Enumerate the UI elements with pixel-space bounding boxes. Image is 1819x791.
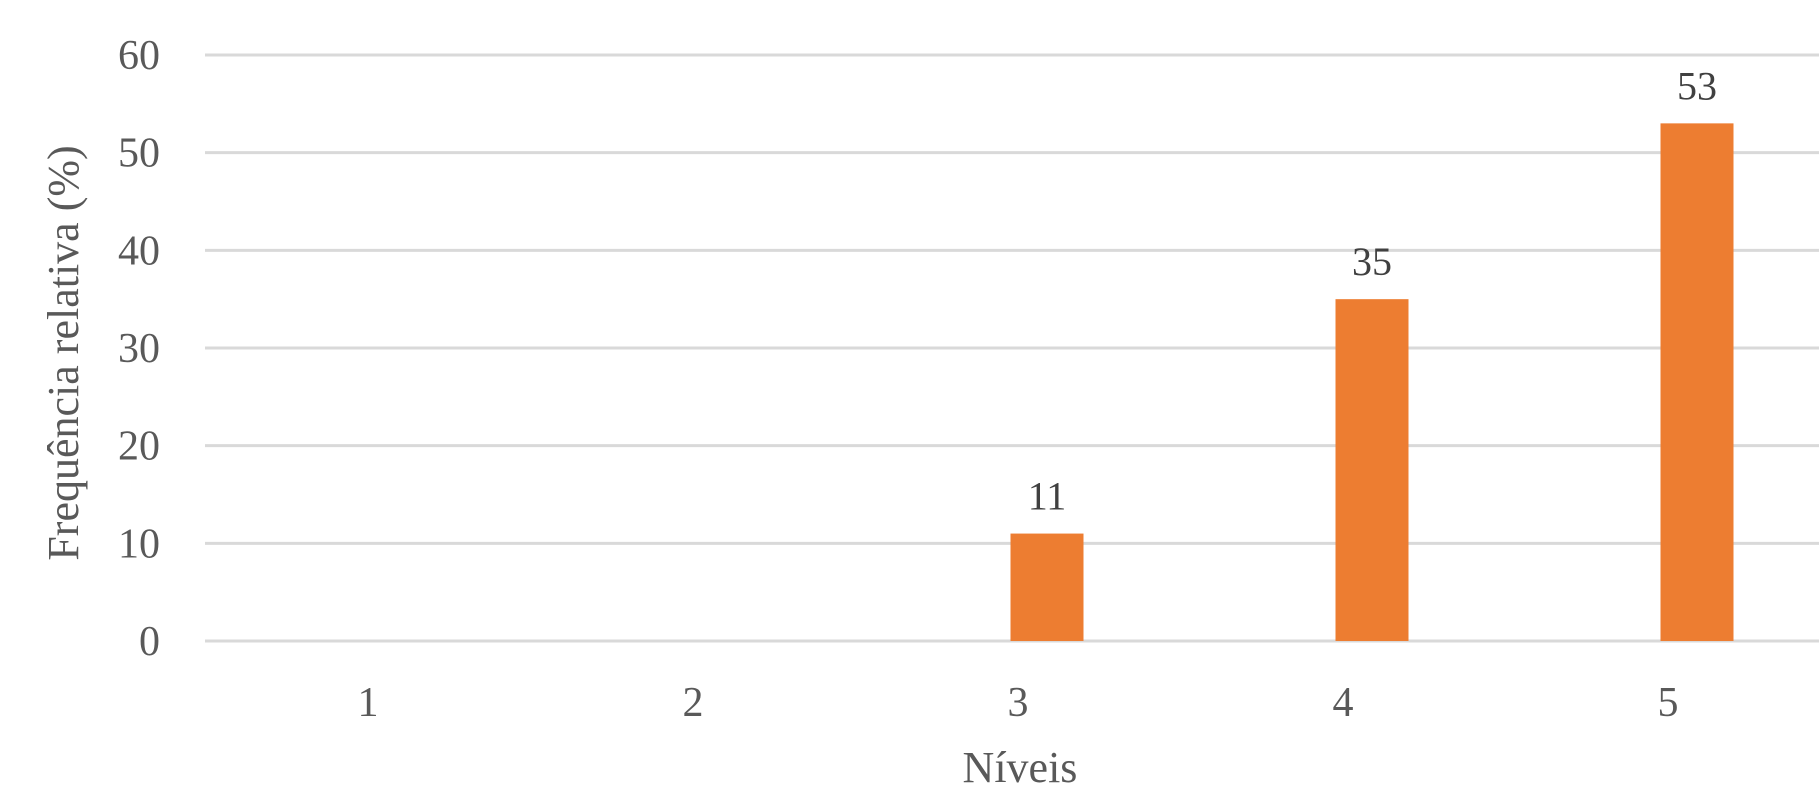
bars <box>1010 123 1734 641</box>
y-tick-label: 60 <box>118 33 160 79</box>
gridlines <box>205 53 1819 643</box>
bar <box>1335 299 1409 641</box>
y-tick-label: 20 <box>118 424 160 470</box>
y-tick-label: 30 <box>118 326 160 372</box>
x-axis-ticks: 1 2 3 4 5 <box>358 680 1679 726</box>
y-tick-label: 40 <box>118 228 160 274</box>
data-label: 35 <box>1352 239 1392 284</box>
x-tick-label: 3 <box>1008 680 1029 726</box>
x-tick-label: 1 <box>358 680 379 726</box>
data-label: 53 <box>1677 63 1717 108</box>
x-tick-label: 2 <box>683 680 704 726</box>
x-tick-label: 5 <box>1658 680 1679 726</box>
bar <box>1010 533 1084 641</box>
x-axis-title: Níveis <box>963 743 1078 791</box>
data-labels: 11 35 53 <box>1028 63 1717 518</box>
y-tick-label: 50 <box>118 131 160 177</box>
y-axis-ticks: 0 10 20 30 40 50 60 <box>118 33 160 665</box>
y-axis-title: Frequência relativa (%) <box>39 145 88 560</box>
data-label: 11 <box>1028 474 1067 519</box>
y-tick-label: 0 <box>139 619 160 665</box>
bar <box>1660 123 1734 641</box>
y-tick-label: 10 <box>118 521 160 567</box>
x-tick-label: 4 <box>1333 680 1354 726</box>
